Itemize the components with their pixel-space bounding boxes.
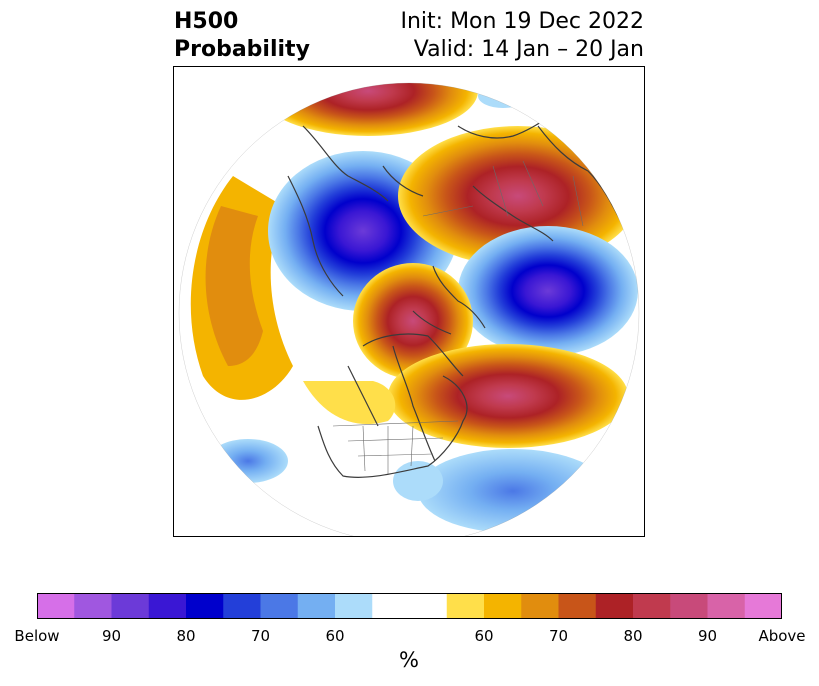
colorbar-cell (521, 593, 559, 619)
colorbar-tick-label: 80 (176, 627, 196, 645)
colorbar-cell (484, 593, 522, 619)
valid-date: Valid: 14 Jan – 20 Jan (413, 37, 644, 62)
colorbar-cell (148, 593, 187, 619)
colorbar-cell (186, 593, 224, 619)
colorbar-cell (297, 593, 336, 619)
colorbar-cell (409, 593, 448, 619)
colorbar-tick-label: 60 (474, 627, 494, 645)
colorbar-cell (260, 593, 299, 619)
colorbar-tick-label: 70 (250, 627, 271, 645)
title-block: H500 Probability (174, 8, 310, 64)
colorbar-tick-label: Below (14, 627, 60, 645)
coastlines (287, 110, 624, 478)
init-date: Init: Mon 19 Dec 2022 (400, 9, 645, 34)
colorbar-tick-label: 90 (697, 627, 718, 645)
colorbar-cell (74, 593, 112, 619)
title-line-2: Probability (174, 37, 310, 62)
probability-map (173, 66, 645, 537)
colorbar-tick-label: 80 (623, 627, 643, 645)
colorbar-cell (372, 593, 410, 619)
colorbar-cell (37, 593, 75, 619)
map-frame (173, 66, 645, 537)
colorbar-cell (335, 593, 373, 619)
colorbar-cell (670, 593, 708, 619)
colorbar-cell (223, 593, 261, 619)
colorbar-cell (633, 593, 671, 619)
title-line-1: H500 (174, 9, 239, 34)
colorbar-cell (446, 593, 485, 619)
colorbar-tick-label: 70 (548, 627, 569, 645)
colorbar-tick-label: Above (758, 627, 806, 645)
colorbar-cell (744, 593, 782, 619)
borders (332, 160, 584, 474)
colorbar-cell (595, 593, 634, 619)
colorbar-unit-label: % (399, 648, 419, 672)
colorbar (37, 593, 782, 619)
colorbar-tick-label: 60 (325, 627, 345, 645)
date-block: Init: Mon 19 Dec 2022 Valid: 14 Jan – 20… (401, 8, 645, 64)
colorbar-cell (558, 593, 597, 619)
colorbar-tick-label: 90 (101, 627, 122, 645)
colorbar-cell (111, 593, 150, 619)
colorbar-cell (707, 593, 746, 619)
